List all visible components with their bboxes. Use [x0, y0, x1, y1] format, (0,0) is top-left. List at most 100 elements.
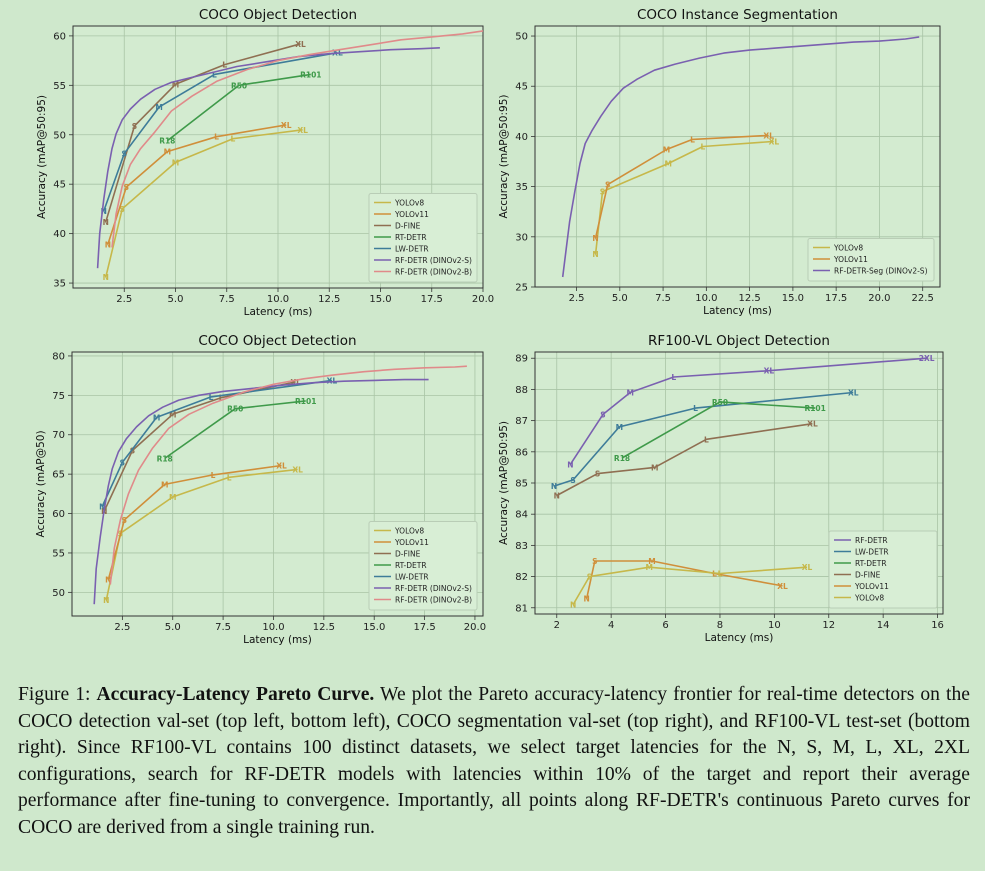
series-yolov11: N S M L XL [592, 131, 774, 242]
legend: RF-DETR LW-DETR RT-DETR D-FINE YOLOv11 YOLOv8 [828, 530, 938, 609]
x-tick-label: 14 [877, 620, 890, 631]
series-rf-detr-seg-dinov2-s [561, 36, 920, 278]
legend-entry: YOLOv8 [833, 244, 863, 253]
series-line [105, 468, 298, 601]
y-tick-label: 88 [515, 385, 528, 396]
y-tick-label: 85 [515, 479, 528, 490]
point-label: M [651, 463, 658, 472]
y-tick-label: 35 [53, 279, 66, 290]
point-label: R101 [804, 404, 825, 413]
series-line [105, 43, 301, 223]
chart-title: RF100-VL Object Detection [648, 333, 830, 349]
series-rt-detr: R18 R50 R101 [157, 397, 317, 464]
series-rf-detr-dinov2-b [111, 30, 484, 248]
legend-box [828, 530, 938, 609]
legend-entry: YOLOv11 [394, 210, 429, 219]
point-label: XL [276, 461, 287, 470]
x-tick-label: 5.0 [168, 294, 184, 305]
y-tick-label: 45 [53, 180, 66, 191]
legend: YOLOv8 YOLOv11 D-FINE RT-DETR LW-DETR RF-DETR… [368, 521, 478, 611]
legend-box [807, 238, 935, 282]
point-label: N [554, 491, 560, 500]
legend-entry: D-FINE [395, 550, 421, 559]
y-tick-label: 55 [53, 81, 66, 92]
series-rf-detr-dinov2-s [96, 47, 440, 269]
x-tick-label: 12.5 [318, 294, 340, 305]
point-label: XL [777, 582, 788, 591]
x-tick-label: 8 [717, 620, 723, 631]
caption-bold: Accuracy-Latency Pareto Curve. [96, 684, 375, 705]
point-label: S [595, 470, 600, 479]
x-tick-label: 10.0 [262, 622, 284, 633]
y-tick-label: 40 [515, 132, 528, 143]
legend: YOLOv8 YOLOv11 RF-DETR-Seg (DINOv2-S) [807, 238, 935, 282]
point-label: N [567, 460, 573, 469]
x-tick-label: 20.0 [472, 294, 494, 305]
x-tick-label: 22.5 [912, 293, 934, 304]
chart-panel-4: 2 4 6 8 10 12 14 16 81 82 83 84 85 86 87 88 89 RF100-VL O… [498, 333, 944, 644]
point-label: L [211, 471, 216, 480]
series-line [105, 129, 303, 278]
legend-entry: RT-DETR [855, 559, 887, 568]
y-tick-label: 40 [53, 229, 66, 240]
y-tick-label: 70 [52, 430, 65, 441]
x-tick-label: 12 [822, 620, 835, 631]
point-label: S [605, 181, 610, 190]
x-tick-label: 6 [662, 620, 668, 631]
point-label: XL [764, 367, 775, 376]
chart-panel-2: 2.5 5.0 7.5 10.0 12.5 15.0 17.5 20.0 22.5 25 30 35 4… [498, 7, 941, 317]
point-label: M [172, 80, 179, 89]
y-tick-label: 50 [515, 32, 528, 43]
y-tick-label: 55 [52, 548, 65, 559]
series-line [585, 560, 783, 599]
series-line [93, 378, 429, 605]
point-label: N [592, 250, 598, 259]
chart-panel-3: 2.5 5.0 7.5 10.0 12.5 15.0 17.5 20.0 50 55 60 65 70 7… [35, 333, 486, 646]
series-line [96, 47, 440, 269]
series-line [166, 73, 311, 142]
x-tick-label: 10 [768, 620, 781, 631]
point-label: L [214, 133, 219, 142]
point-label: S [587, 573, 592, 582]
x-tick-label: 15.0 [369, 294, 391, 305]
plot-frame [72, 25, 484, 289]
point-label: N [99, 502, 105, 511]
legend-entry: RT-DETR [395, 561, 427, 570]
x-tick-label: 7.5 [215, 622, 231, 633]
point-label: L [227, 473, 232, 482]
series-d-fine: N S M L XL [103, 40, 306, 227]
legend-entry: RF-DETR (DINOv2-B) [395, 268, 472, 277]
point-label: L [704, 435, 709, 444]
legend-entry: RF-DETR (DINOv2-B) [395, 596, 472, 605]
legend-box [368, 521, 478, 611]
point-label: L [222, 61, 227, 70]
x-tick-label: 7.5 [655, 293, 671, 304]
series-lw-detr: N S M L XL [551, 389, 859, 492]
point-label: XL [281, 121, 292, 130]
point-label: XL [763, 131, 774, 140]
point-label: XL [807, 420, 818, 429]
legend-entry: RF-DETR (DINOv2-S) [395, 256, 472, 265]
point-label: M [626, 389, 633, 398]
x-tick-label: 2.5 [569, 293, 585, 304]
point-label: M [161, 480, 168, 489]
legend-entry: YOLOv11 [394, 538, 429, 547]
point-label: XL [769, 137, 780, 146]
legend-entry: YOLOv11 [854, 582, 889, 591]
y-tick-label: 84 [515, 510, 528, 521]
series-yolov11: N S M L XL [105, 121, 292, 250]
point-label: XL [327, 376, 338, 385]
point-label: S [122, 516, 127, 525]
y-tick-label: 75 [52, 391, 65, 402]
point-label: M [665, 160, 672, 169]
legend-entry: YOLOv8 [394, 527, 424, 536]
y-tick-label: 82 [515, 572, 528, 583]
y-tick-label: 86 [515, 447, 528, 458]
x-tick-label: 20.0 [868, 293, 890, 304]
legend: YOLOv8 YOLOv11 D-FINE RT-DETR LW-DETR RF-DETR… [368, 193, 478, 283]
point-label: L [700, 142, 705, 151]
x-tick-label: 5.0 [165, 622, 181, 633]
point-label: L [219, 394, 224, 403]
series-yolov8: N S M L XL [570, 563, 813, 609]
point-label: M [155, 103, 162, 112]
